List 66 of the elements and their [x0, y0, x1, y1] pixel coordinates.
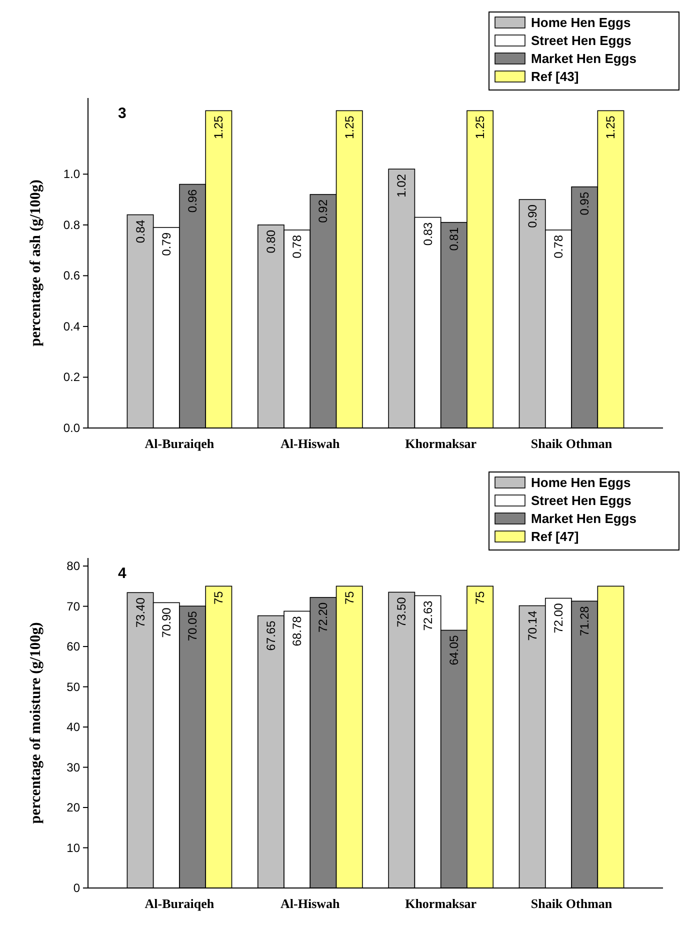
data-label: 70.05 — [186, 610, 200, 642]
data-label: 1.25 — [342, 115, 356, 140]
x-tick-label: Shaik Othman — [530, 436, 613, 451]
annotation: 4 — [118, 565, 127, 582]
y-tick-label: 0.6 — [63, 268, 80, 283]
y-tick-label: 1.0 — [63, 167, 80, 182]
data-label: 0.78 — [551, 234, 566, 258]
data-label: 70.90 — [159, 607, 174, 638]
x-tick-label: Al-Buraiqeh — [144, 436, 215, 451]
y-tick-label: 50 — [66, 680, 80, 694]
x-tick-label: Khormaksar — [405, 436, 477, 451]
data-label: 72.63 — [420, 600, 435, 631]
y-tick-label: 0 — [73, 881, 80, 895]
annotation: 3 — [118, 105, 126, 122]
data-label: 0.84 — [133, 219, 148, 244]
legend-label: Ref [47] — [531, 529, 579, 544]
data-label: 0.80 — [264, 230, 278, 254]
data-label: 0.92 — [316, 199, 330, 223]
data-label: 0.96 — [186, 188, 200, 213]
data-label: 67.65 — [264, 620, 278, 651]
x-tick-label: Shaik Othman — [530, 896, 613, 911]
y-axis-title: percentage of ash (g/100g) — [28, 180, 44, 346]
legend-label: Home Hen Eggs — [531, 15, 631, 30]
data-label: 72.00 — [551, 602, 566, 634]
data-label: 75 — [212, 590, 226, 605]
y-tick-label: 70 — [66, 599, 80, 614]
y-tick-label: 80 — [66, 559, 80, 574]
data-label: 73.50 — [394, 596, 409, 628]
data-label: 73.40 — [133, 597, 148, 628]
y-tick-label: 10 — [66, 840, 80, 855]
data-label: 1.25 — [604, 115, 618, 140]
data-label: 0.83 — [420, 222, 435, 246]
y-tick-label: 30 — [66, 760, 80, 774]
legend-label: Street Hen Eggs — [531, 33, 632, 48]
legend-label: Market Hen Eggs — [531, 51, 636, 66]
data-label: 1.25 — [473, 115, 488, 140]
x-tick-label: Al-Hiswah — [280, 896, 341, 911]
y-tick-label: 20 — [66, 800, 80, 815]
y-tick-label: 0.0 — [63, 421, 80, 435]
legend-label: Ref [43] — [531, 69, 579, 84]
y-tick-label: 0.2 — [63, 370, 80, 384]
x-tick-label: Al-Hiswah — [280, 436, 341, 451]
data-label: 1.02 — [394, 174, 409, 198]
data-label: 1.25 — [212, 115, 226, 140]
data-label: 75 — [342, 590, 356, 605]
x-tick-label: Al-Buraiqeh — [144, 896, 215, 911]
y-tick-label: 60 — [66, 640, 80, 654]
y-tick-label: 40 — [66, 720, 80, 734]
legend-label: Home Hen Eggs — [531, 475, 631, 490]
y-tick-label: 0.8 — [63, 218, 80, 232]
data-label: 68.78 — [290, 616, 304, 646]
data-label: 0.78 — [290, 234, 304, 258]
data-label: 0.95 — [578, 192, 592, 216]
legend-label: Market Hen Eggs — [531, 511, 636, 526]
data-label: 72.20 — [316, 602, 330, 632]
data-label: 0.90 — [525, 204, 540, 228]
data-label: 75 — [473, 590, 488, 605]
x-tick-label: Khormaksar — [405, 896, 477, 911]
legend-label: Street Hen Eggs — [531, 493, 632, 508]
data-label: 64.05 — [446, 634, 461, 666]
data-label: 71.28 — [578, 606, 592, 636]
data-label: 0.81 — [446, 227, 461, 251]
y-axis-title: percentage of moisture (g/100g) — [28, 622, 44, 824]
data-label: 0.79 — [159, 232, 174, 256]
data-label: 70.14 — [525, 610, 540, 641]
y-tick-label: 0.4 — [63, 319, 80, 334]
